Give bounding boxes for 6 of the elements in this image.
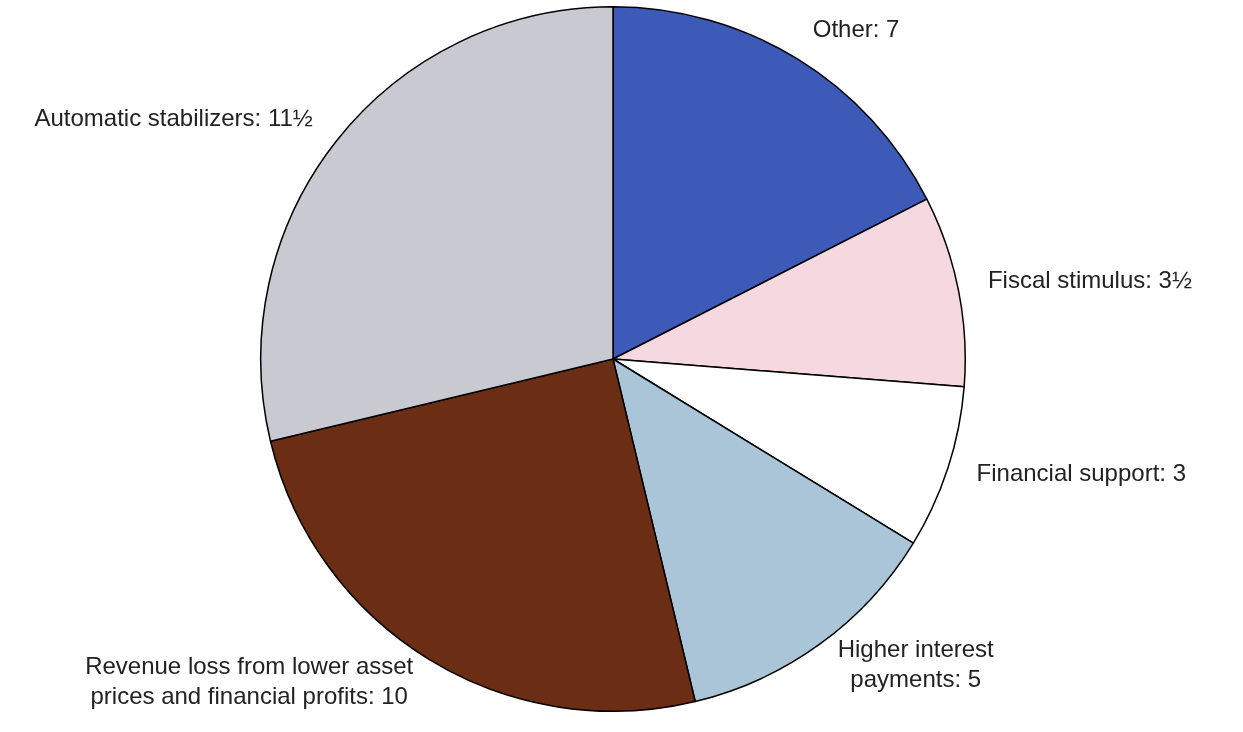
slice-label: Other: 7	[812, 14, 900, 42]
slice-label: Financial support: 3	[976, 458, 1186, 486]
slice-label: Higher interest payments: 5	[837, 634, 995, 692]
slice-label: Fiscal stimulus: 3½	[987, 266, 1192, 294]
slice-label: Revenue loss from lower asset prices and financial profits: 10	[85, 651, 414, 709]
slice-label: Automatic stabilizers: 11½	[34, 103, 313, 131]
